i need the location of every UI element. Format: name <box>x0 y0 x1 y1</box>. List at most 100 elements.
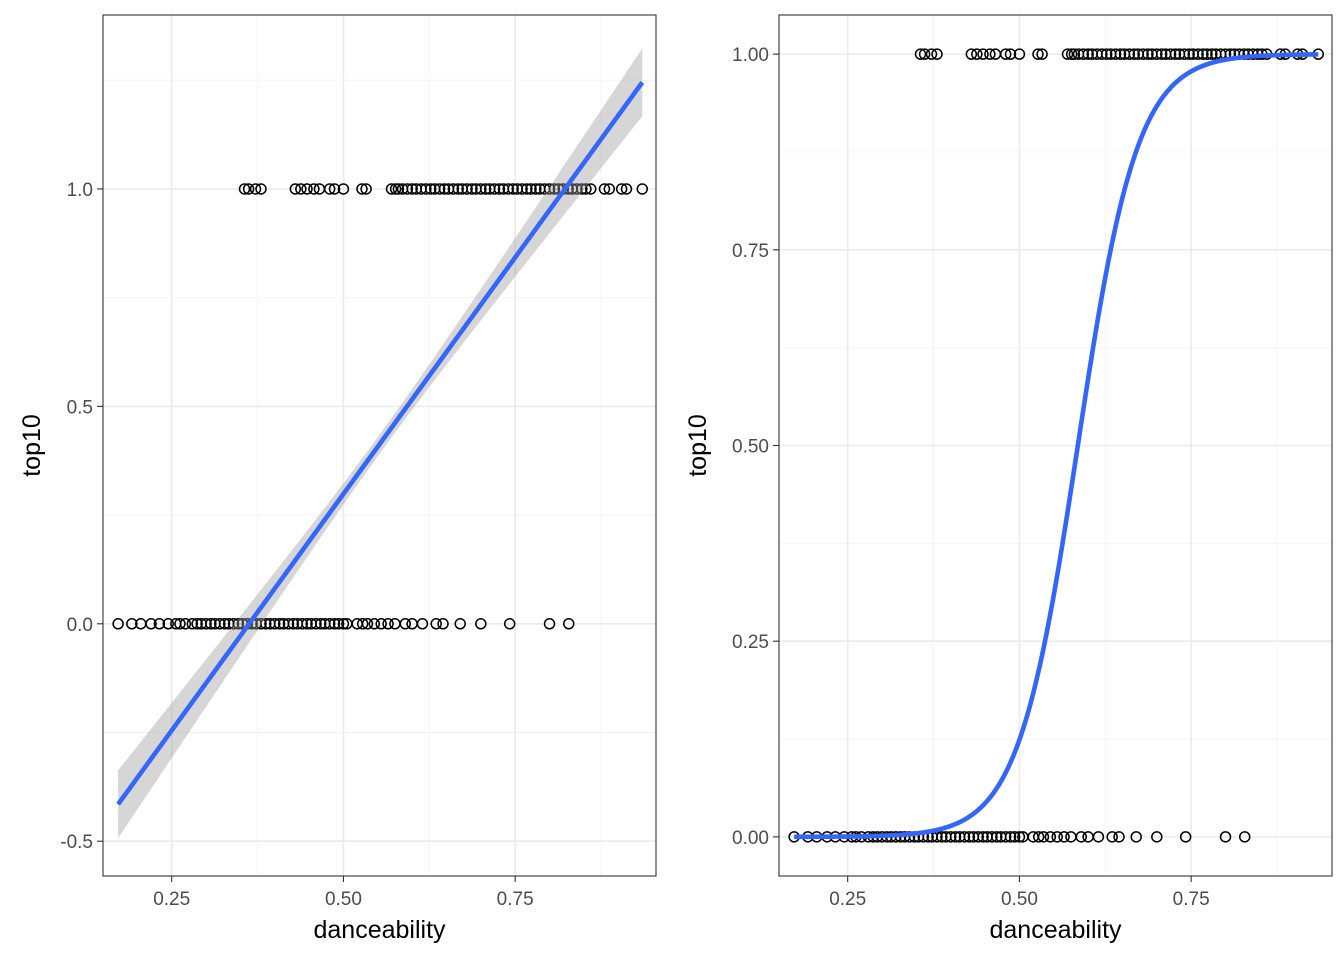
data-point <box>200 618 212 630</box>
data-point <box>420 183 432 195</box>
data-point <box>361 618 374 630</box>
data-point <box>1239 831 1251 843</box>
data-point <box>218 618 231 630</box>
y-tick-label: 0.0 <box>67 615 93 636</box>
data-point <box>563 618 575 630</box>
data-point <box>227 618 240 630</box>
data-point <box>488 183 501 195</box>
fit-line <box>116 81 645 806</box>
x-tick-label: 0.75 <box>1173 889 1210 910</box>
data-point <box>977 831 989 843</box>
data-point <box>1092 831 1105 843</box>
x-tick-label: 0.50 <box>325 889 362 910</box>
data-point <box>315 618 327 630</box>
data-point <box>598 183 611 195</box>
data-point <box>1164 48 1177 60</box>
data-point <box>323 183 336 195</box>
data-point <box>260 618 272 630</box>
data-point <box>615 183 628 195</box>
data-point <box>308 183 320 195</box>
y-tick-label: 1.00 <box>732 45 769 66</box>
data-point <box>1179 831 1192 843</box>
data-point <box>1106 831 1118 843</box>
data-point <box>965 48 978 60</box>
data-point <box>186 618 199 630</box>
data-point <box>301 618 313 630</box>
data-point <box>507 183 519 195</box>
data-point <box>153 618 166 630</box>
data-point <box>301 183 313 195</box>
y-tick-label: 0.5 <box>67 397 93 418</box>
x-tick-label: 0.25 <box>829 889 866 910</box>
data-point <box>461 183 473 195</box>
data-point <box>918 48 931 60</box>
data-point <box>162 618 175 630</box>
data-point <box>1044 831 1057 843</box>
data-point <box>1082 48 1094 60</box>
x-axis-title: danceability <box>313 916 446 944</box>
data-point <box>991 831 1003 843</box>
data-point <box>191 618 203 630</box>
data-point <box>603 183 616 195</box>
data-point <box>406 183 418 195</box>
data-point <box>571 183 583 195</box>
data-point <box>214 618 226 630</box>
data-point <box>1075 831 1088 843</box>
data-point <box>401 183 414 195</box>
data-point <box>986 831 998 843</box>
data-point <box>972 831 984 843</box>
data-point <box>1123 48 1136 60</box>
data-point <box>295 183 307 195</box>
data-point <box>516 183 528 195</box>
data-point <box>925 48 938 60</box>
linear-fit-panel: 0.25 0.50 0.75 -0.5 0.0 0.5 1.0 danceability top… <box>18 14 657 944</box>
data-point <box>999 48 1012 60</box>
data-point <box>356 183 368 195</box>
data-point <box>521 183 533 195</box>
data-point <box>232 618 245 630</box>
data-point <box>543 183 556 195</box>
panel-border <box>102 14 657 877</box>
y-tick-label: 0.00 <box>732 828 769 849</box>
data-point <box>475 618 487 630</box>
data-point <box>971 48 983 60</box>
data-point <box>385 183 398 195</box>
data-point <box>466 183 478 195</box>
data-point <box>332 618 345 630</box>
data-point <box>584 183 597 195</box>
data-point <box>944 831 957 843</box>
data-point <box>502 183 515 195</box>
data-point <box>1197 48 1209 60</box>
data-point <box>1077 48 1090 60</box>
data-point <box>296 618 308 630</box>
data-point <box>1100 48 1113 60</box>
data-point <box>328 618 341 630</box>
data-point <box>433 183 446 195</box>
data-point <box>424 183 437 195</box>
data-point <box>337 183 350 195</box>
data-point <box>323 618 336 630</box>
data-point <box>1130 831 1142 843</box>
data-point <box>268 618 281 630</box>
data-point <box>179 618 192 630</box>
data-point <box>914 48 927 60</box>
data-point <box>392 183 405 195</box>
data-point <box>636 183 649 195</box>
data-point <box>430 618 442 630</box>
data-point <box>1051 831 1063 843</box>
data-point <box>255 183 267 195</box>
data-point <box>1183 48 1195 60</box>
y-tick-label: 0.75 <box>732 241 769 262</box>
data-point <box>242 183 255 195</box>
data-point <box>1206 48 1218 60</box>
data-point <box>249 183 262 195</box>
data-point <box>1096 48 1108 60</box>
data-point <box>1109 48 1122 60</box>
data-point <box>1068 48 1081 60</box>
data-point <box>416 618 429 630</box>
data-point <box>310 618 322 630</box>
data-point <box>503 618 516 630</box>
y-axis-title: top10 <box>18 414 46 477</box>
data-point <box>580 183 592 195</box>
